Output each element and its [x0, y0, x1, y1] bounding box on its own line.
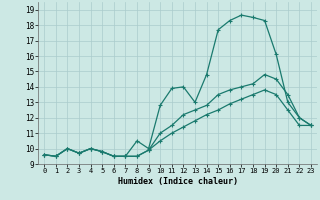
X-axis label: Humidex (Indice chaleur): Humidex (Indice chaleur) — [118, 177, 238, 186]
